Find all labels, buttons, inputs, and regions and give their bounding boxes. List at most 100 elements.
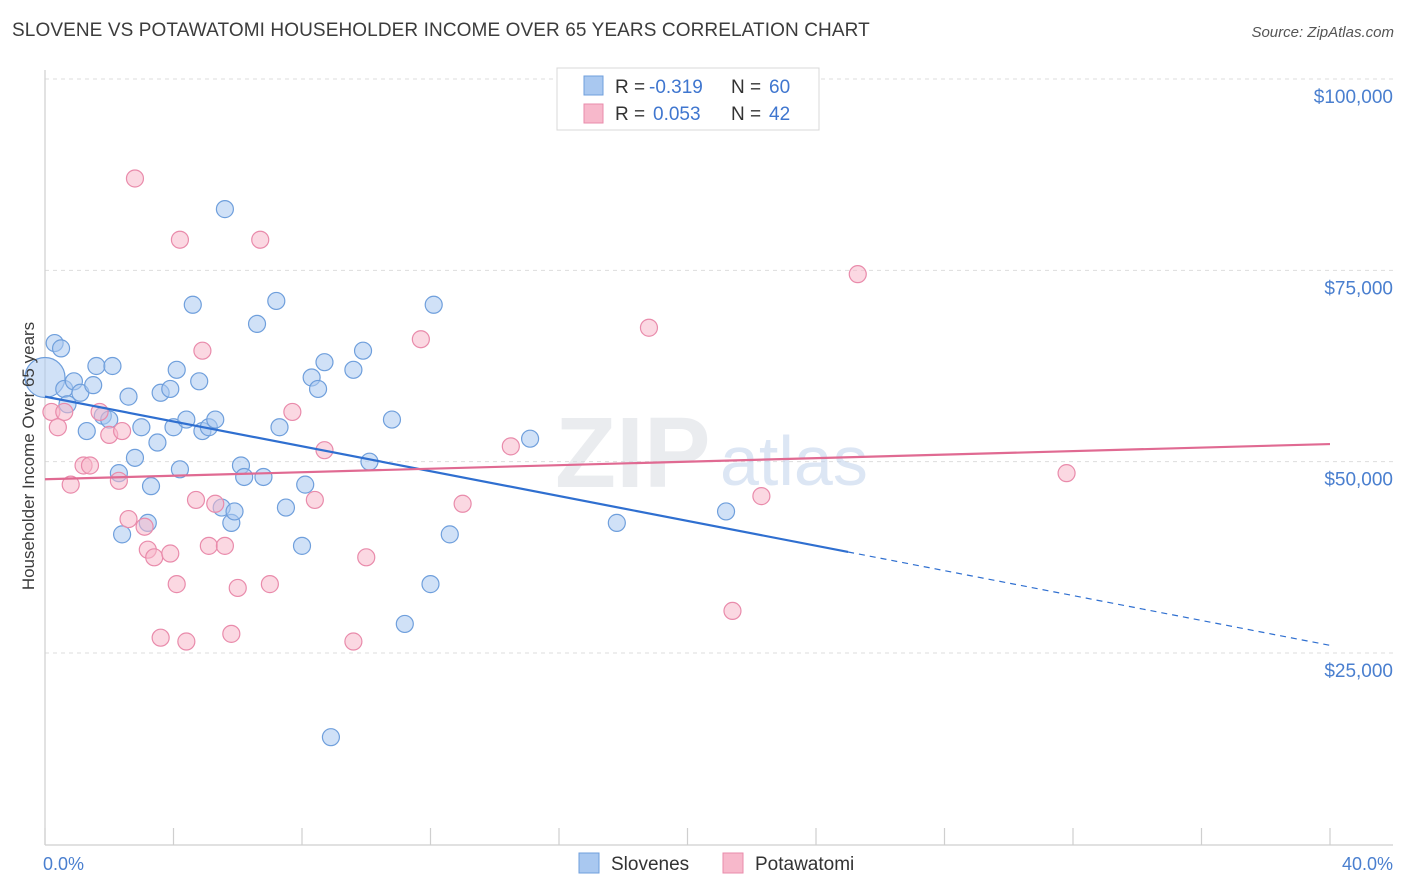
slovenes-point-31 xyxy=(206,410,225,429)
slovenes-point-52 xyxy=(382,410,402,429)
slovenes-point-39 xyxy=(254,467,273,487)
slovenes-point-22 xyxy=(161,379,180,399)
slovenes-point-2 xyxy=(51,339,71,358)
y-tick-label-25000: $25,000 xyxy=(1324,661,1393,682)
potawatomi-point-41 xyxy=(501,437,520,456)
slovenes-point-16 xyxy=(125,448,145,467)
slovenes-point-51 xyxy=(360,452,379,471)
legend-n-value-2: 42 xyxy=(769,104,790,125)
potawatomi-point-26 xyxy=(228,578,247,598)
legend-r-label-1: R = xyxy=(615,77,645,98)
source-credit: Source: ZipAtlas.com xyxy=(1251,24,1394,41)
y-tick-label-100000: $100,000 xyxy=(1314,87,1393,108)
slovenes-point-20 xyxy=(148,433,167,452)
potawatomi-point-30 xyxy=(305,490,324,510)
potawatomi-point-19 xyxy=(177,632,196,651)
slovenes-point-12 xyxy=(103,356,122,376)
slovenes-point-15 xyxy=(119,387,138,406)
x-tick-labels: 0.0% 40.0% xyxy=(43,854,1393,874)
legend-n-label-2: N = xyxy=(731,104,761,125)
axes xyxy=(44,70,1393,846)
slovenes-point-50 xyxy=(353,341,373,360)
legend-bottom-swatch-slovenes xyxy=(578,852,600,874)
trend-line-potawatomi xyxy=(44,442,1331,481)
potawatomi-point-2 xyxy=(55,402,74,422)
potawatomi-point-18 xyxy=(170,230,190,249)
series-legend: Slovenes Potawatomi xyxy=(578,852,854,875)
potawatomi-point-28 xyxy=(260,575,279,594)
slovenes-point-59 xyxy=(716,502,736,521)
slovenes-point-24 xyxy=(167,360,186,379)
slovenes-point-9 xyxy=(87,356,106,376)
potawatomi-point-39 xyxy=(848,265,867,284)
potawatomi-point-32 xyxy=(344,632,363,651)
slovenes-point-57 xyxy=(520,429,540,448)
potawatomi-point-23 xyxy=(206,494,225,513)
slovenes-point-58 xyxy=(607,513,626,532)
potawatomi-point-22 xyxy=(199,536,218,555)
potawatomi-point-21 xyxy=(193,341,212,360)
slovenes-point-14 xyxy=(112,525,132,544)
potawatomi-point-20 xyxy=(186,490,206,510)
potawatomi-point-8 xyxy=(109,471,128,490)
slovenes-point-41 xyxy=(270,418,289,437)
legend-r-value-1: -0.319 xyxy=(649,77,703,98)
slovenes-point-38 xyxy=(247,314,267,334)
legend-r-value-2: 0.053 xyxy=(653,104,701,125)
y-tick-labels: $25,000 $50,000 $75,000 $100,000 xyxy=(1314,87,1393,682)
slovenes-point-28 xyxy=(190,372,209,391)
potawatomi-point-37 xyxy=(723,601,742,621)
x-tick-label-max: 40.0% xyxy=(1342,854,1393,874)
y-axis-title: Householder Income Over 65 years xyxy=(19,322,38,590)
legend-bottom-swatch-potawatomi xyxy=(722,852,744,874)
slovenes-point-54 xyxy=(421,575,440,594)
potawatomi-point-1 xyxy=(48,418,67,437)
series-potawatomi-points xyxy=(42,169,1076,651)
legend-swatch-slovenes xyxy=(583,75,604,96)
potawatomi-point-33 xyxy=(357,548,376,567)
potawatomi-point-27 xyxy=(251,230,270,249)
trend-line-slovenes xyxy=(44,395,849,554)
legend-bottom-label-slovenes: Slovenes xyxy=(611,854,689,875)
potawatomi-point-29 xyxy=(283,402,302,422)
watermark: ZIP atlas xyxy=(555,397,868,509)
slovenes-point-27 xyxy=(183,295,202,314)
potawatomi-point-38 xyxy=(752,487,771,506)
slovenes-point-49 xyxy=(344,360,363,379)
potawatomi-point-36 xyxy=(639,318,659,337)
potawatomi-point-15 xyxy=(151,628,170,647)
slovenes-point-42 xyxy=(276,498,296,517)
slovenes-point-37 xyxy=(235,467,254,487)
slovenes-point-17 xyxy=(132,418,151,437)
y-tick-label-50000: $50,000 xyxy=(1324,470,1393,491)
legend-bottom-label-potawatomi: Potawatomi xyxy=(755,854,854,875)
potawatomi-point-35 xyxy=(453,494,472,513)
potawatomi-point-14 xyxy=(145,548,164,567)
potawatomi-point-9 xyxy=(112,421,132,441)
potawatomi-point-24 xyxy=(215,536,234,555)
legend-n-label-1: N = xyxy=(731,77,761,98)
potawatomi-point-16 xyxy=(161,544,180,563)
potawatomi-point-10 xyxy=(119,509,138,529)
x-tick-label-min: 0.0% xyxy=(43,854,84,874)
correlation-legend: R = -0.319 N = 60 R = 0.053 N = 42 xyxy=(556,67,820,131)
potawatomi-point-12 xyxy=(135,517,154,536)
chart-title: SLOVENE VS POTAWATOMI HOUSEHOLDER INCOME… xyxy=(12,20,870,41)
slovenes-point-47 xyxy=(315,353,334,372)
slovenes-point-7 xyxy=(77,421,96,441)
grid-lines xyxy=(45,78,1393,654)
potawatomi-point-11 xyxy=(125,169,145,188)
slovenes-point-35 xyxy=(225,502,244,521)
potawatomi-point-40 xyxy=(1057,464,1076,483)
potawatomi-point-25 xyxy=(222,624,241,643)
potawatomi-point-34 xyxy=(411,330,430,349)
legend-swatch-potawatomi xyxy=(583,103,604,124)
slovenes-point-44 xyxy=(296,475,315,494)
y-tick-label-75000: $75,000 xyxy=(1324,278,1393,299)
slovenes-point-25 xyxy=(170,460,190,479)
legend-n-value-1: 60 xyxy=(769,77,790,98)
slovenes-point-48 xyxy=(321,728,341,747)
slovenes-point-33 xyxy=(215,200,234,219)
slovenes-point-19 xyxy=(141,477,161,496)
